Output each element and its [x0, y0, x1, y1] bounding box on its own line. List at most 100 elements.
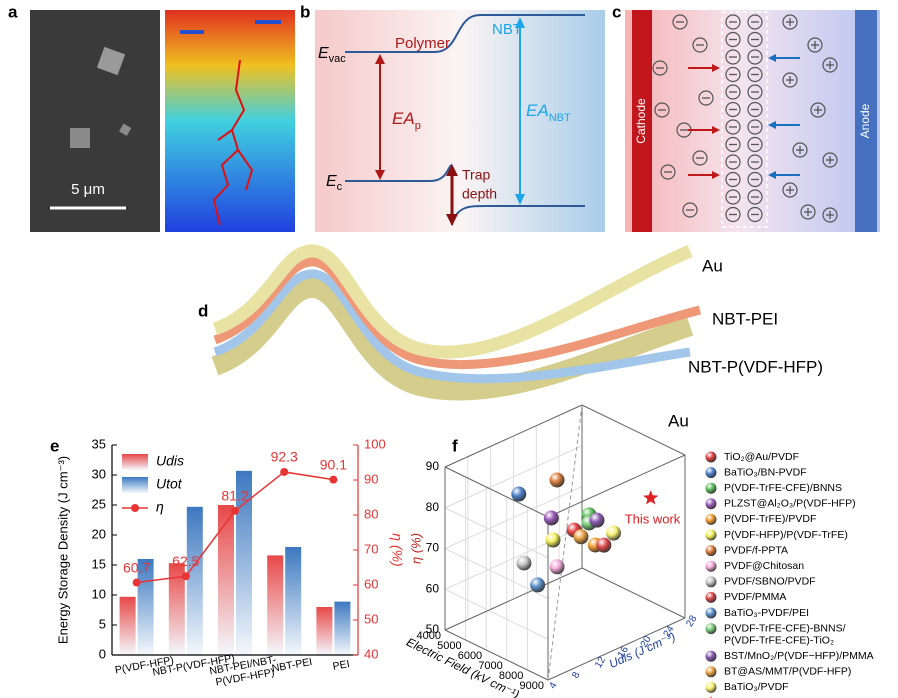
- legend-marker: [705, 451, 717, 463]
- y-tick-label: 90: [426, 459, 440, 473]
- point: [543, 510, 559, 526]
- e: E: [318, 45, 329, 62]
- ea: EA: [526, 101, 549, 120]
- charge: [725, 101, 741, 118]
- legend-label: Udis: [156, 453, 184, 469]
- box-edge: [444, 404, 583, 468]
- charge: [807, 37, 823, 53]
- grid-line: [444, 507, 549, 559]
- charge: [747, 49, 763, 65]
- label-evac: Evac: [318, 45, 346, 65]
- legend-marker: [705, 666, 717, 678]
- box-edge: [444, 466, 549, 518]
- z-tick-label: 28: [684, 613, 699, 629]
- y-tick-label: 15: [92, 556, 106, 571]
- breakdown-path: [212, 59, 254, 226]
- text-line: P(VDF-TrFE-CFE)-TiO₂: [724, 634, 834, 646]
- y2-tick-label: 80: [364, 506, 378, 521]
- particle: [119, 123, 132, 136]
- panel-label: c: [612, 2, 621, 21]
- layer-label: Au: [702, 256, 723, 275]
- charge: [725, 66, 741, 83]
- x-tick-label: 9000: [520, 680, 544, 692]
- box-edge: [581, 567, 686, 619]
- panel-d: Au NBT-PEI NBT-P(VDF-HFP) Au: [211, 244, 823, 430]
- charge: [725, 189, 741, 205]
- panel-label: e: [50, 436, 59, 455]
- y2-axis-label: η (%): [389, 533, 405, 566]
- legend-label: BaTiO₃/BN-PVDF: [724, 466, 807, 478]
- anode-label: Anode: [858, 103, 872, 138]
- box-edge: [547, 617, 686, 681]
- force-arrow: [768, 171, 776, 179]
- label-ec: Ec: [326, 173, 343, 193]
- legend-label: Utot: [156, 476, 183, 492]
- x-tick-label: NBT-PEI: [271, 656, 313, 675]
- y-tick-label: 20: [92, 526, 106, 541]
- bar: [168, 563, 185, 655]
- legend-marker: [705, 607, 717, 619]
- e: E: [326, 173, 337, 190]
- text-line: P(VDF-TrFE-CFE)-BNNS/: [724, 622, 846, 634]
- box-edge: [444, 567, 583, 631]
- nbt-pei: [213, 257, 702, 370]
- legend-label: P(VDF-HFP)/P(VDF-TrFE): [724, 529, 848, 541]
- charge: [747, 206, 763, 223]
- y-tick-label: 0: [99, 646, 106, 661]
- label-eanbt: EANBT: [526, 101, 571, 123]
- annotation: This work: [625, 512, 681, 527]
- bar: [186, 506, 203, 655]
- y2-tick-label: 50: [364, 611, 378, 626]
- legend-label: PVDF/f-PPTA: [724, 544, 788, 556]
- charge: [682, 202, 698, 218]
- z-tick-label: 4: [547, 680, 560, 691]
- sub: c: [337, 181, 343, 193]
- layer-label: NBT-PEI: [712, 309, 778, 328]
- legend-marker: [705, 576, 717, 588]
- charge: [725, 154, 741, 170]
- z-tick-label: 24: [662, 624, 677, 640]
- charge: [747, 31, 763, 48]
- point: [132, 578, 141, 587]
- electrode: [255, 20, 281, 24]
- data-label: 92.3: [271, 449, 298, 465]
- y-tick-label: 35: [92, 436, 106, 451]
- legend-marker: [705, 560, 717, 572]
- charge: [810, 102, 826, 118]
- charge: [747, 14, 763, 30]
- au-top: [212, 244, 693, 359]
- point: [589, 512, 605, 528]
- charge: [725, 31, 741, 48]
- y-axis-label: Energy Storage Density (J cm⁻³): [55, 456, 70, 644]
- data-label: 60.7: [123, 559, 150, 575]
- y2-tick-label: 40: [364, 646, 378, 661]
- point: [573, 529, 589, 545]
- legend-label: PVDF/SBNO/PVDF: [724, 576, 816, 588]
- charge: [747, 66, 763, 83]
- cathode: [632, 10, 652, 232]
- legend-marker: [705, 591, 717, 603]
- particle: [70, 128, 90, 148]
- point: [181, 572, 190, 581]
- charge: [698, 90, 714, 106]
- box-edge: [444, 629, 549, 681]
- charge: [725, 206, 741, 223]
- label-nbt: NBT: [492, 21, 522, 38]
- force-arrow: [768, 54, 776, 62]
- point: [549, 559, 565, 575]
- legend-label: η: [156, 499, 164, 515]
- sub: p: [415, 120, 421, 132]
- label-trap: Trap: [462, 167, 490, 183]
- grid-line: [444, 588, 549, 640]
- y-tick-label: 60: [426, 581, 440, 595]
- charge: [747, 171, 763, 188]
- point: [596, 537, 612, 553]
- charge: [725, 171, 741, 188]
- panel-label: d: [198, 301, 208, 320]
- legend-label: BaTiO₃/PVDF: [724, 681, 789, 693]
- vacuum-level: [345, 14, 585, 53]
- point: [231, 506, 239, 515]
- charge: [725, 84, 741, 100]
- charge: [782, 182, 798, 198]
